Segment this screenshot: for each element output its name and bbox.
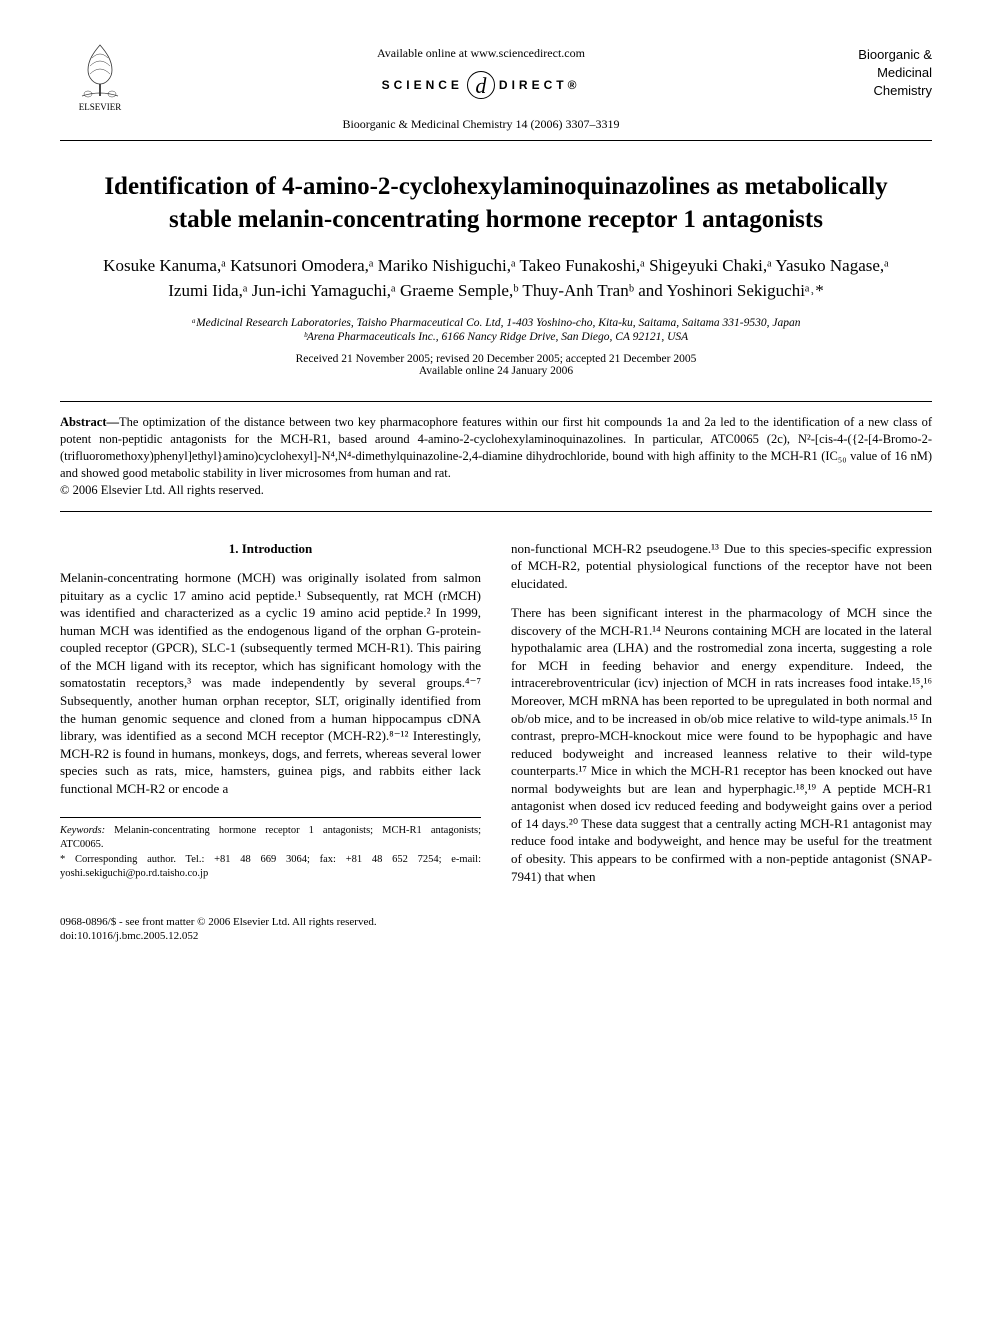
abstract-copyright: © 2006 Elsevier Ltd. All rights reserved… — [60, 482, 932, 499]
elsevier-logo: ELSEVIER — [60, 40, 140, 130]
date-received: Received 21 November 2005; revised 20 De… — [60, 353, 932, 365]
keywords-text: Melanin-concentrating hormone receptor 1… — [60, 825, 481, 850]
footer: 0968-0896/$ - see front matter © 2006 El… — [60, 915, 932, 944]
section-heading-intro: 1. Introduction — [60, 540, 481, 558]
right-column: non-functional MCH-R2 pseudogene.¹³ Due … — [511, 540, 932, 897]
abstract-lead: Abstract— — [60, 415, 119, 429]
header-center: Available online at www.sciencedirect.co… — [140, 40, 822, 132]
date-online: Available online 24 January 2006 — [60, 365, 932, 377]
left-column: 1. Introduction Melanin-concentrating ho… — [60, 540, 481, 897]
affiliation-b: ᵇArena Pharmaceuticals Inc., 6166 Nancy … — [80, 331, 912, 343]
sd-right: DIRECT® — [499, 78, 581, 92]
journal-label-l3: Chemistry — [822, 82, 932, 100]
journal-reference: Bioorganic & Medicinal Chemistry 14 (200… — [140, 117, 822, 132]
elsevier-label: ELSEVIER — [79, 102, 122, 112]
author-list: Kosuke Kanuma,ᵃ Katsunori Omodera,ᵃ Mari… — [90, 254, 902, 303]
intro-paragraph-3: There has been significant interest in t… — [511, 604, 932, 885]
footnote-block: Keywords: Melanin-concentrating hormone … — [60, 817, 481, 881]
sd-circle-icon: d — [467, 71, 495, 99]
abstract: Abstract—The optimization of the distanc… — [60, 401, 932, 511]
sd-left: SCIENCE — [382, 78, 463, 92]
article-title: Identification of 4-amino-2-cyclohexylam… — [100, 171, 892, 236]
footer-line1: 0968-0896/$ - see front matter © 2006 El… — [60, 915, 932, 929]
elsevier-tree-icon — [72, 40, 128, 102]
journal-name-label: Bioorganic & Medicinal Chemistry — [822, 46, 932, 101]
footer-line2: doi:10.1016/j.bmc.2005.12.052 — [60, 929, 932, 943]
intro-paragraph-2: non-functional MCH-R2 pseudogene.¹³ Due … — [511, 540, 932, 593]
affiliation-a: ᵃMedicinal Research Laboratories, Taisho… — [80, 317, 912, 329]
article-dates: Received 21 November 2005; revised 20 De… — [60, 353, 932, 377]
keywords-line: Keywords: Melanin-concentrating hormone … — [60, 824, 481, 852]
keywords-label: Keywords: — [60, 825, 105, 836]
journal-label-l1: Bioorganic & — [822, 46, 932, 64]
intro-paragraph-1: Melanin-concentrating hormone (MCH) was … — [60, 569, 481, 797]
sciencedirect-logo: SCIENCE d DIRECT® — [382, 71, 581, 99]
journal-header: ELSEVIER Available online at www.science… — [60, 40, 932, 132]
body-columns: 1. Introduction Melanin-concentrating ho… — [60, 540, 932, 897]
corresponding-author: * Corresponding author. Tel.: +81 48 669… — [60, 853, 481, 881]
journal-label-l2: Medicinal — [822, 64, 932, 82]
abstract-body: The optimization of the distance between… — [60, 415, 932, 480]
available-online-text: Available online at www.sciencedirect.co… — [140, 46, 822, 61]
header-rule — [60, 140, 932, 141]
